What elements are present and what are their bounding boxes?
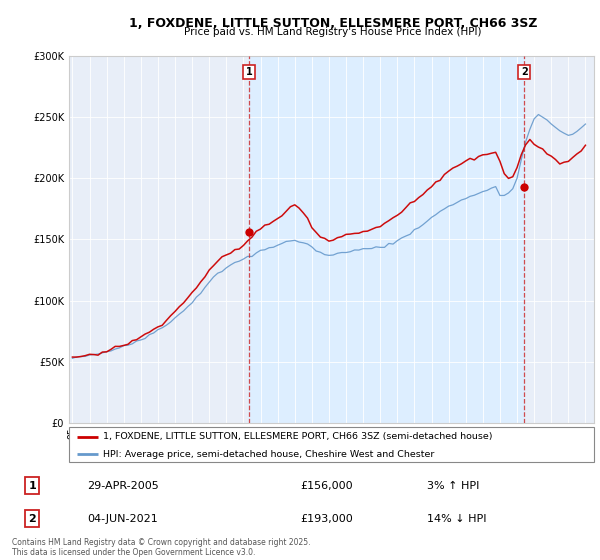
- Text: Price paid vs. HM Land Registry's House Price Index (HPI): Price paid vs. HM Land Registry's House …: [184, 27, 482, 37]
- Text: 2: 2: [28, 514, 36, 524]
- Text: 29-APR-2005: 29-APR-2005: [87, 480, 158, 491]
- Text: 1: 1: [28, 480, 36, 491]
- Text: £193,000: £193,000: [300, 514, 353, 524]
- Text: £156,000: £156,000: [300, 480, 353, 491]
- Text: 04-JUN-2021: 04-JUN-2021: [87, 514, 158, 524]
- Text: 1, FOXDENE, LITTLE SUTTON, ELLESMERE PORT, CH66 3SZ (semi-detached house): 1, FOXDENE, LITTLE SUTTON, ELLESMERE POR…: [103, 432, 493, 441]
- Text: HPI: Average price, semi-detached house, Cheshire West and Chester: HPI: Average price, semi-detached house,…: [103, 450, 434, 459]
- Text: 3% ↑ HPI: 3% ↑ HPI: [427, 480, 479, 491]
- FancyBboxPatch shape: [69, 427, 594, 462]
- Text: 2: 2: [521, 67, 527, 77]
- Bar: [249, 56, 524, 423]
- Text: Contains HM Land Registry data © Crown copyright and database right 2025.
This d: Contains HM Land Registry data © Crown c…: [12, 538, 311, 557]
- Text: 1: 1: [245, 67, 253, 77]
- Text: 14% ↓ HPI: 14% ↓ HPI: [427, 514, 486, 524]
- Text: 1, FOXDENE, LITTLE SUTTON, ELLESMERE PORT, CH66 3SZ: 1, FOXDENE, LITTLE SUTTON, ELLESMERE POR…: [129, 17, 537, 30]
